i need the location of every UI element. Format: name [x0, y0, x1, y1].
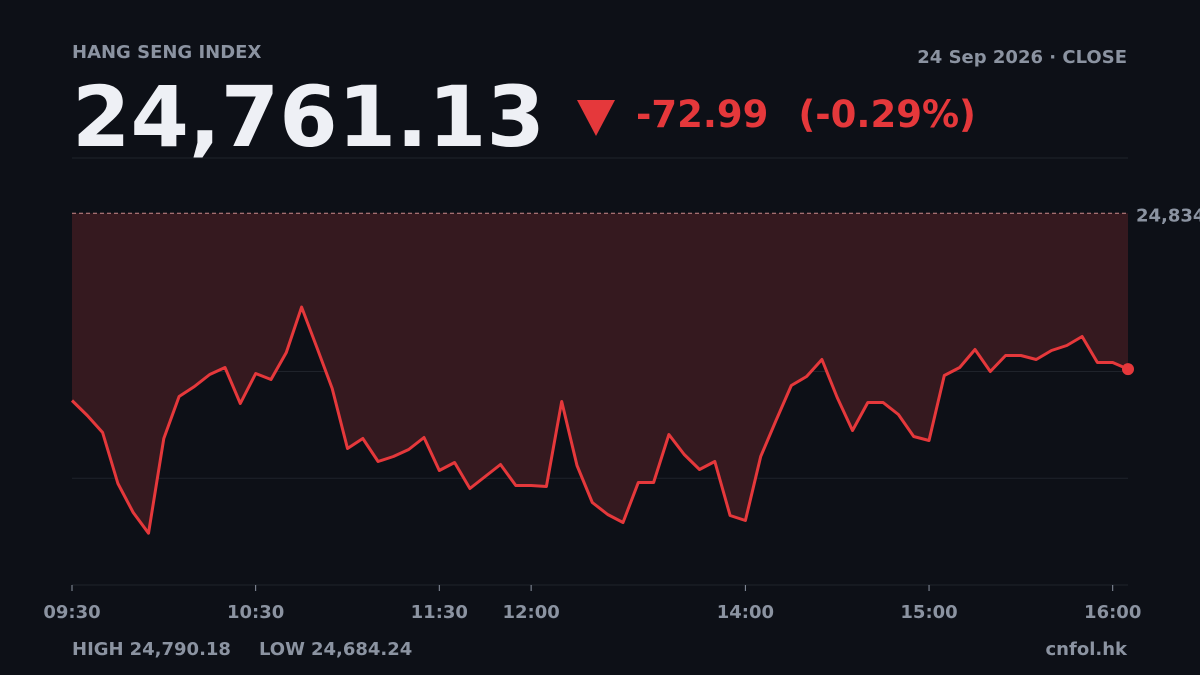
price: 24,761.13	[72, 68, 545, 166]
last-point	[1122, 363, 1134, 376]
change: -72.99 (-0.29%)	[636, 93, 976, 136]
date: 24 Sep 2026	[917, 47, 1043, 68]
price-line	[70, 305, 1129, 535]
x-tick-label: 12:00	[502, 602, 559, 623]
high-label: HIGH	[72, 639, 124, 660]
x-tick-label: 10:30	[227, 602, 284, 623]
area	[72, 213, 1128, 534]
index-name: HANG SENG INDEX	[72, 42, 261, 63]
down-arrow	[577, 100, 615, 136]
session-info: 24 Sep 2026 · CLOSE	[917, 47, 1127, 68]
change-percent: (-0.29%)	[798, 93, 976, 136]
x-tick-label: 16:00	[1084, 602, 1141, 623]
separator: ·	[1043, 47, 1062, 68]
reference-label: 24,834.12	[1136, 205, 1200, 226]
x-tick-label: 14:00	[717, 602, 774, 623]
x-tick-label: 15:00	[900, 602, 957, 623]
x-tick-label: 11:30	[411, 602, 468, 623]
source: cnfol.hk	[1046, 639, 1129, 660]
status: CLOSE	[1062, 47, 1127, 68]
change-value: -72.99	[636, 93, 768, 136]
range-info: HIGH 24,790.18 LOW 24,684.24	[72, 639, 412, 660]
x-tick-label: 09:30	[43, 602, 100, 623]
high-value: 24,790.18	[130, 639, 231, 660]
low-value: 24,684.24	[311, 639, 412, 660]
low-label: LOW	[259, 639, 305, 660]
